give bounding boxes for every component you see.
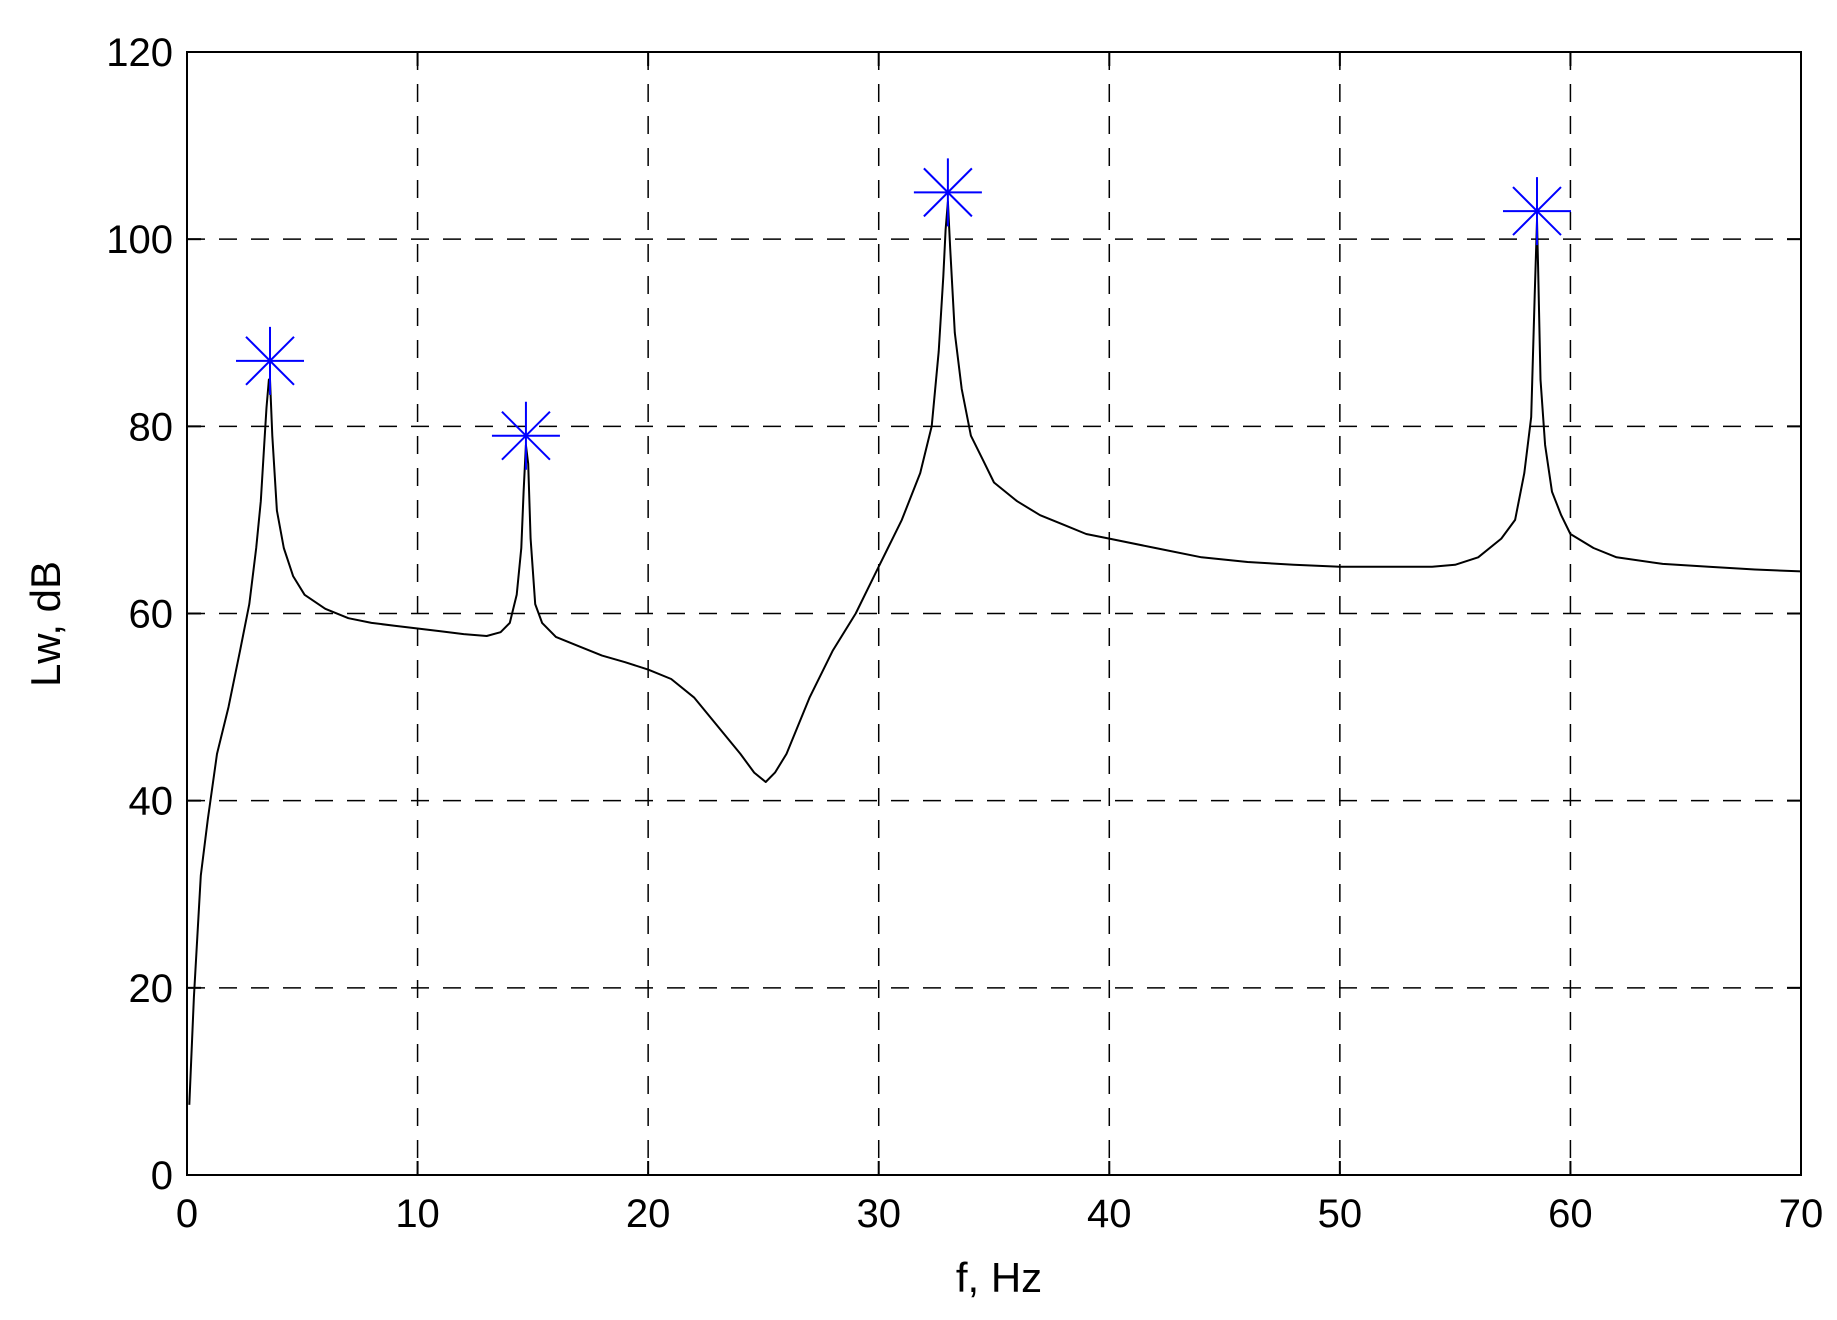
x-tick-label: 70: [1779, 1192, 1824, 1236]
series-group: [188, 200, 1802, 1105]
peak-marker: [491, 401, 560, 470]
y-tick-label: 40: [129, 780, 174, 824]
peak-marker: [913, 158, 982, 227]
x-tick-label: 40: [1087, 1192, 1132, 1236]
x-axis-title: f, Hz: [956, 1254, 1042, 1301]
x-tick-label: 60: [1548, 1192, 1593, 1236]
peak-marker: [236, 326, 305, 395]
x-tick-label: 30: [856, 1192, 901, 1236]
tick-labels: 0 10 20 30 40 50 60 70 0 20 40 60 80 100 120: [106, 31, 1823, 1236]
x-tick-label: 10: [395, 1192, 440, 1236]
x-tick-label: 0: [176, 1192, 198, 1236]
peak-markers: [236, 158, 1571, 470]
y-tick-label: 80: [129, 405, 174, 449]
y-axis-title: Lw, dB: [22, 561, 69, 687]
y-tick-label: 0: [151, 1154, 173, 1198]
y-tick-label: 100: [106, 218, 173, 262]
y-tick-label: 60: [129, 593, 174, 637]
grid: [187, 52, 1801, 1175]
y-tick-label: 20: [129, 967, 174, 1011]
x-tick-label: 20: [626, 1192, 671, 1236]
x-tick-label: 50: [1318, 1192, 1363, 1236]
peak-marker: [1502, 177, 1571, 246]
y-tick-label: 120: [106, 31, 173, 75]
plot-frame: [186, 51, 1802, 1176]
spectrum-line: [188, 200, 1802, 1105]
